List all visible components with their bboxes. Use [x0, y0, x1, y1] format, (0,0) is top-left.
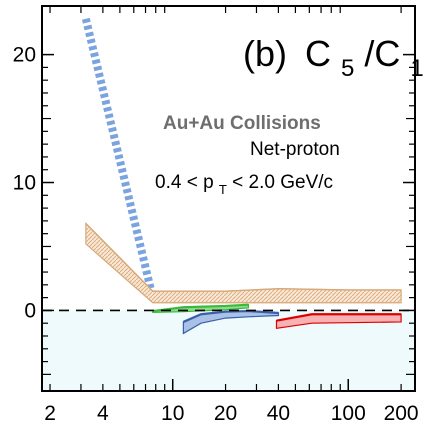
x-tick-label-200: 200 — [384, 402, 419, 425]
x-tick-label-10: 10 — [161, 402, 184, 425]
ratio-sub-1: 1 — [410, 55, 423, 82]
x-tick-label-40: 40 — [267, 402, 290, 425]
series-1-edge — [85, 222, 402, 292]
series-4-edge — [276, 313, 402, 322]
series-2-edge — [152, 303, 249, 313]
series-3-edge — [182, 309, 279, 323]
ratio-sub-5: 5 — [341, 55, 354, 82]
pt-range-annotation: 0.4 < p T < 2.0 GeV/c — [155, 172, 333, 199]
plot-frame — [41, 5, 416, 392]
y-tick-label-0: 0 — [24, 299, 36, 322]
pt-prefix: 0.4 < p — [155, 172, 214, 193]
particle-annotation: Net-proton — [250, 139, 340, 160]
x-tick-label-100: 100 — [331, 402, 366, 425]
ratio-slash-c: /C — [364, 33, 400, 74]
x-tick-label-2: 2 — [44, 402, 56, 425]
system-annotation: Au+Au Collisions — [163, 113, 321, 134]
x-tick-label-4: 4 — [97, 402, 109, 425]
y-tick-label-10: 10 — [13, 172, 36, 195]
x-tick-label-20: 20 — [214, 402, 237, 425]
shaded-negative-region — [42, 310, 415, 391]
y-tick-label-20: 20 — [13, 44, 36, 67]
pt-sub: T — [219, 182, 227, 197]
pt-suffix: < 2.0 GeV/c — [232, 172, 333, 193]
ratio-c: C — [305, 33, 331, 74]
panel-letter: (b) — [243, 33, 287, 74]
panel-label: (b) C 5 /C 1 — [243, 33, 424, 84]
